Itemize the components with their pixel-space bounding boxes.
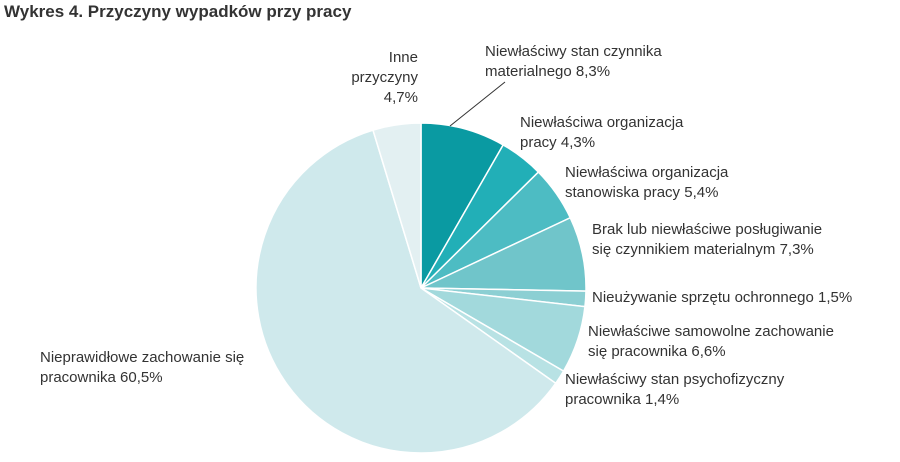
pie-slice <box>420 122 505 291</box>
category-name: Niewłaściwa organizacja pracy <box>520 114 684 151</box>
slice-label: Niewłaściwa organizacja pracy 4,3% <box>520 113 710 153</box>
pie-slice <box>255 129 557 454</box>
category-name: Brak lub niewłaściwe posługiwanie się cz… <box>592 221 823 258</box>
value-label: 7,3% <box>779 241 814 258</box>
value-label: 5,4% <box>684 184 719 201</box>
slice-label: Niewłaściwe samowolne zachowanie się pra… <box>588 322 853 362</box>
slice-label: Niewłaściwy stan czynnika materialnego 8… <box>485 42 735 82</box>
category-name: Nieprawidłowe zachowanie się pracownika <box>40 349 245 386</box>
slice-label: Nieprawidłowe zachowanie się pracownika … <box>40 348 260 388</box>
slice-label: Brak lub niewłaściwe posługiwanie się cz… <box>592 220 832 260</box>
category-name: Nieużywanie sprzętu ochronnego <box>592 289 814 306</box>
value-label: 1,4% <box>645 391 680 408</box>
chart-title: Wykres 4. Przyczyny wypadków przy pracy <box>4 2 352 21</box>
value-label: 4,7% <box>383 89 418 106</box>
value-label: 6,6% <box>691 343 726 360</box>
value-label: 4,3% <box>560 134 596 151</box>
slice-label: Nieużywanie sprzętu ochronnego 1,5% <box>592 288 900 308</box>
category-name: Niewłaściwa organizacja stanowiska pracy <box>565 164 729 201</box>
value-label: 8,3% <box>575 63 611 80</box>
slice-label: Niewłaściwa organizacja stanowiska pracy… <box>565 163 785 203</box>
leader-line <box>449 81 506 127</box>
category-name: Niewłaściwe samowolne zachowanie się pra… <box>588 323 834 360</box>
slice-label: Inne przyczyny 4,7% <box>344 48 418 108</box>
pie-slice <box>372 122 422 289</box>
category-name: Niewłaściwy stan czynnika materialnego <box>485 43 662 80</box>
category-name: Inne przyczyny <box>351 49 418 86</box>
value-label: 60,5% <box>120 369 163 386</box>
category-name: Niewłaściwy stan psychofizyczny pracowni… <box>565 371 785 408</box>
value-label: 1,5% <box>817 289 853 306</box>
slice-label: Niewłaściwy stan psychofizyczny pracowni… <box>565 370 825 410</box>
